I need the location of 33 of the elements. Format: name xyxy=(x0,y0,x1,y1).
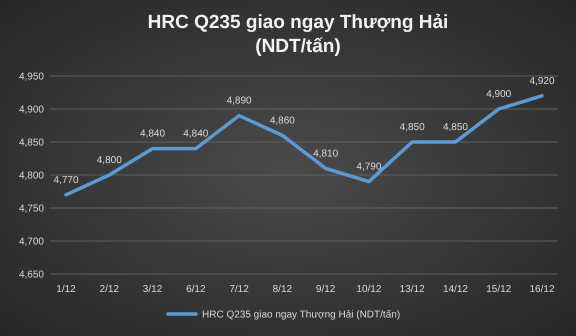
x-tick-label: 6/12 xyxy=(186,284,206,295)
y-tick-label: 4,750 xyxy=(18,204,44,214)
text: 4,770 xyxy=(53,174,79,186)
text: 4,920 xyxy=(529,76,555,87)
legend-label: HRC Q235 giao ngay Thượng Hải (NDT/tấn) xyxy=(202,310,400,320)
x-tick-label: 7/12 xyxy=(229,284,250,295)
chart-title: HRC Q235 giao ngay Thượng Hải (NDT/tấn) xyxy=(148,12,448,57)
x-tick-label: 16/12 xyxy=(529,284,555,295)
y-tick-label: 4,850 xyxy=(18,138,44,148)
y-tick-label: 4,800 xyxy=(18,170,44,182)
x-tick-label: 1/12 xyxy=(56,284,76,295)
text: 4,850 xyxy=(442,122,468,133)
x-tick-label: 2/12 xyxy=(100,284,120,295)
x-tick-label: 3/12 xyxy=(142,284,163,295)
text: 4,800 xyxy=(96,155,122,166)
x-tick-label: 8/12 xyxy=(272,284,293,295)
y-tick-label: 4,900 xyxy=(18,104,44,116)
text: 4,850 xyxy=(400,122,425,133)
x-tick-label: 15/12 xyxy=(486,284,512,295)
text: 4,840 xyxy=(140,128,166,140)
y-tick-label: 4,700 xyxy=(18,236,44,248)
text: 4,900 xyxy=(486,89,512,100)
x-tick-label: 10/12 xyxy=(356,284,382,295)
y-tick-label: 4,650 xyxy=(18,270,44,280)
text: 4,810 xyxy=(313,148,338,160)
text: 4,890 xyxy=(226,96,252,107)
y-tick-label: 4,950 xyxy=(18,72,44,82)
x-tick-label: 13/12 xyxy=(400,284,426,295)
text: 4,790 xyxy=(356,162,382,173)
x-tick-label: 9/12 xyxy=(316,284,336,295)
text: 4,840 xyxy=(183,128,208,140)
x-tick-label: 14/12 xyxy=(442,284,468,295)
text: 4,860 xyxy=(270,115,295,126)
